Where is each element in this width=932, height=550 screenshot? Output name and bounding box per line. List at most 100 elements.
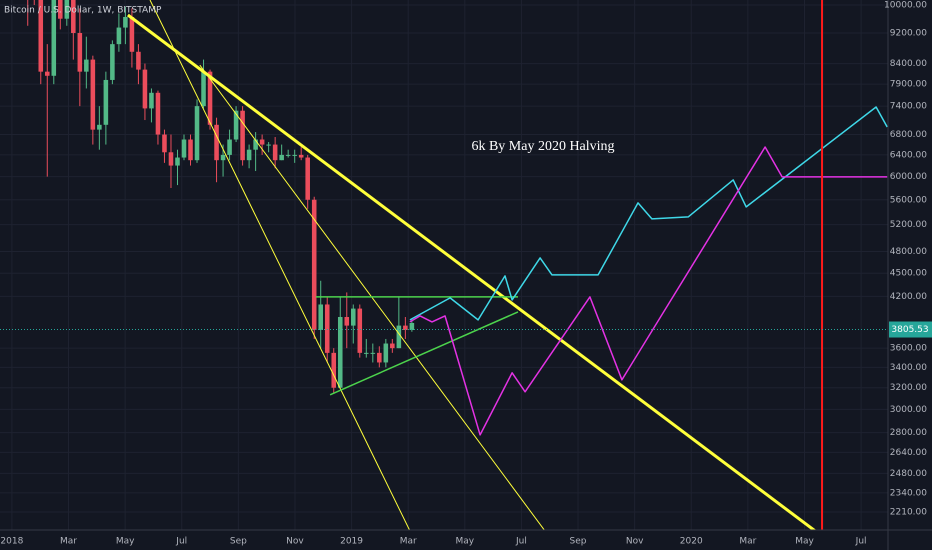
y-tick-label: 5200.00 — [890, 220, 927, 230]
candle-body — [97, 124, 102, 130]
candle-body — [149, 92, 154, 109]
candle-body — [129, 16, 135, 52]
candle-body — [279, 154, 284, 161]
candle-body — [233, 110, 239, 140]
y-tick-label: 8400.00 — [890, 59, 927, 69]
candle-body — [318, 304, 324, 330]
candle-body — [272, 144, 278, 161]
candle-body — [305, 157, 310, 200]
candle-body — [103, 79, 109, 125]
candle-body — [285, 154, 291, 156]
candle-body — [292, 154, 297, 156]
candle-body — [168, 152, 174, 166]
candle-body — [38, 0, 44, 72]
x-tick-label: Nov — [286, 537, 304, 547]
candle-body — [253, 139, 258, 150]
chart-title: Bitcoin / U.S. Dollar, 1W, BITSTAMP — [4, 6, 162, 16]
candle-body — [51, 0, 57, 76]
y-tick-label: 4200.00 — [890, 292, 927, 302]
candle-body — [116, 27, 122, 45]
trend-line — [126, 13, 816, 530]
y-tick-label: 6800.00 — [890, 130, 927, 140]
x-tick-label: 2019 — [340, 537, 363, 547]
y-tick-label: 6000.00 — [890, 172, 927, 182]
candle-body — [175, 157, 180, 166]
trend-line — [329, 311, 519, 396]
y-tick-label: 2480.00 — [890, 469, 927, 479]
last-price-tag — [889, 321, 932, 338]
candle-body — [246, 149, 252, 161]
x-tick-label: Jul — [855, 537, 867, 547]
candle-body — [188, 139, 193, 161]
candle-body — [214, 124, 219, 161]
x-tick-label: May — [116, 537, 135, 547]
candle-body — [266, 144, 271, 146]
candle-body — [403, 325, 408, 330]
candle-body — [364, 352, 369, 354]
candle-body — [227, 139, 232, 155]
candle-body — [64, 0, 70, 19]
trend-line — [409, 146, 888, 436]
x-tick-label: 2020 — [680, 537, 703, 547]
candle-body — [58, 0, 63, 19]
y-tick-label: 3600.00 — [890, 344, 927, 354]
plot-area — [0, 0, 888, 530]
x-tick-label: Mar — [60, 537, 77, 547]
x-tick-label: Jul — [175, 537, 187, 547]
x-tick-label: May — [456, 537, 475, 547]
y-tick-label: 9200.00 — [890, 29, 927, 39]
candle-body — [331, 352, 337, 388]
candle-body — [123, 16, 128, 28]
candle-body — [409, 323, 415, 330]
candle-body — [324, 304, 330, 353]
candle-body — [142, 69, 148, 109]
x-tick-label: Jul — [515, 537, 527, 547]
candle-body — [370, 352, 376, 354]
last-price-label: 3805.53 — [891, 325, 928, 335]
y-tick-label: 2340.00 — [890, 488, 927, 498]
candle-body — [298, 154, 304, 158]
x-tick-label: Mar — [739, 537, 756, 547]
candle-body — [350, 308, 356, 326]
candle-body — [207, 71, 213, 125]
annotation: 6k By May 2020 Halving — [471, 139, 614, 154]
x-tick-label: Nov — [626, 537, 644, 547]
candle-body — [383, 343, 389, 363]
x-tick-label: 2018 — [0, 537, 23, 547]
trend-line — [409, 106, 888, 321]
candle-body — [194, 106, 200, 161]
y-tick-label: 7400.00 — [890, 102, 927, 112]
candle-body — [357, 308, 363, 353]
x-tick-label: Sep — [230, 537, 247, 547]
candle-body — [201, 71, 206, 107]
trend-line — [149, 0, 411, 530]
candle-body — [390, 343, 395, 349]
candle-body — [396, 325, 402, 349]
x-tick-label: Sep — [570, 537, 587, 547]
candle-body — [84, 59, 89, 72]
candle-body — [259, 139, 265, 145]
x-tick-label: Mar — [400, 537, 417, 547]
y-tick-label: 4500.00 — [890, 269, 927, 279]
x-tick-label: May — [795, 537, 814, 547]
y-tick-label: 2800.00 — [890, 428, 927, 438]
y-tick-label: 2640.00 — [890, 448, 927, 458]
y-tick-label: 3000.00 — [890, 405, 927, 415]
candle-body — [155, 92, 161, 135]
trend-line — [199, 64, 545, 530]
y-tick-label: 2210.00 — [890, 508, 927, 518]
y-tick-label: 7900.00 — [890, 80, 927, 90]
y-tick-label: 6400.00 — [890, 150, 927, 160]
candle-body — [77, 33, 83, 72]
candle-body — [136, 51, 141, 70]
candle-body — [90, 59, 96, 130]
y-tick-label: 5600.00 — [890, 195, 927, 205]
y-tick-label: 3400.00 — [890, 363, 927, 373]
candle-body — [240, 110, 245, 161]
candle-body — [44, 71, 50, 76]
candle-body — [377, 352, 382, 363]
candle-body — [344, 316, 350, 326]
